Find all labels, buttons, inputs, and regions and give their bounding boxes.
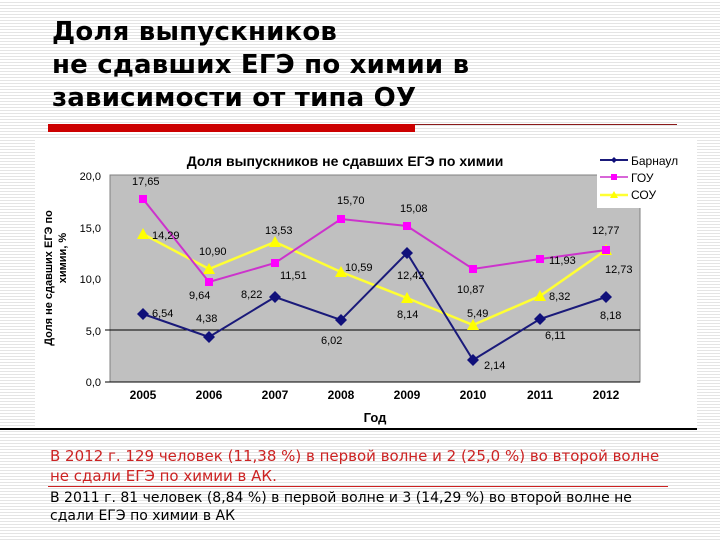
legend-item-gou: ГОУ	[600, 171, 654, 185]
data-label: 8,32	[549, 291, 570, 303]
series-barnaul	[137, 247, 612, 366]
data-label: 5,49	[467, 308, 488, 320]
diamond-marker	[335, 314, 347, 326]
data-label: 8,22	[241, 289, 262, 301]
data-label: 12,77	[592, 225, 620, 237]
data-label: 12,73	[605, 264, 633, 276]
legend-label: СОУ	[631, 188, 656, 202]
title-underline	[415, 124, 677, 125]
square-marker	[403, 222, 411, 230]
diamond-marker	[401, 247, 413, 259]
data-label: 10,87	[457, 284, 485, 296]
y-axis-label-line-2: химии, %	[57, 233, 69, 284]
diamond-marker	[600, 291, 612, 303]
slide-title-line-3: зависимости от типа ОУ	[52, 83, 417, 113]
diamond-marker	[467, 354, 479, 366]
triangle-marker	[610, 191, 618, 198]
data-label: 15,08	[400, 203, 428, 215]
legend-label: ГОУ	[631, 171, 654, 185]
data-label: 8,18	[600, 310, 621, 322]
y-axis-ticks: 20,0 15,0 10,0 5,0 0,0	[80, 171, 101, 389]
square-marker	[469, 265, 477, 273]
square-marker	[611, 174, 617, 180]
triangle-marker	[401, 292, 413, 303]
triangle-marker	[137, 228, 149, 239]
note-divider	[48, 486, 668, 487]
data-label: 14,29	[152, 230, 180, 242]
x-tick: 2011	[527, 388, 553, 402]
data-label: 8,14	[397, 309, 418, 321]
x-tick: 2009	[394, 388, 421, 402]
triangle-marker	[335, 266, 347, 277]
y-axis-label: Доля не сдавших ЕГЭ по химии, %	[43, 210, 69, 346]
triangle-marker	[534, 290, 546, 301]
legend-item-barnaul: Барнаул	[600, 154, 678, 168]
legend-label: Барнаул	[631, 154, 678, 168]
square-marker	[337, 215, 345, 223]
data-label: 10,90	[199, 246, 227, 258]
data-label: 6,02	[321, 335, 342, 347]
y-tick: 10,0	[80, 274, 101, 286]
data-label: 15,70	[337, 195, 365, 207]
data-label: 6,54	[152, 308, 173, 320]
data-label: 2,14	[484, 360, 505, 372]
diamond-marker	[137, 308, 149, 320]
x-tick: 2006	[196, 388, 223, 402]
slide-title-line-2: не сдавших ЕГЭ по химии в	[52, 50, 470, 80]
plot-area	[109, 174, 641, 383]
legend: Барнаул ГОУ СОУ	[597, 150, 697, 208]
y-axis-label-line-1: Доля не сдавших ЕГЭ по	[43, 210, 55, 346]
data-label: 12,42	[397, 270, 425, 282]
x-tick: 2012	[593, 388, 620, 402]
x-tick: 2007	[262, 388, 289, 402]
y-tick: 15,0	[80, 223, 101, 235]
square-marker	[602, 246, 610, 254]
diamond-marker	[534, 313, 546, 325]
note-2011: В 2011 г. 81 человек (8,84 %) в первой в…	[50, 490, 632, 524]
data-label: 4,38	[196, 313, 217, 325]
data-label: 11,51	[280, 270, 307, 282]
square-marker	[536, 255, 544, 263]
triangle-marker	[203, 263, 215, 274]
y-tick: 5,0	[86, 326, 101, 338]
data-label: 13,53	[265, 225, 293, 237]
y-tick: 20,0	[80, 171, 101, 183]
y-tick: 0,0	[86, 377, 101, 389]
title-accent-bar	[48, 124, 415, 132]
data-label: 11,93	[549, 255, 576, 267]
diamond-marker	[269, 291, 281, 303]
square-marker	[271, 259, 279, 267]
data-label: 9,64	[189, 290, 210, 302]
data-labels: 17,65 9,64 11,51 15,70 15,08 10,87 11,93…	[132, 176, 633, 372]
chart-bottom-border	[0, 428, 697, 430]
data-label: 10,59	[345, 262, 373, 274]
slide-title-line-1: Доля выпускников	[52, 17, 338, 47]
x-tick: 2005	[130, 388, 157, 402]
data-label: 17,65	[132, 176, 160, 188]
note-2012: В 2012 г. 129 человек (11,38 %) в первой…	[50, 447, 660, 485]
slide-title: Доля выпускников не сдавших ЕГЭ по химии…	[52, 16, 469, 115]
square-marker	[205, 278, 213, 286]
diamond-marker	[611, 157, 617, 163]
square-marker	[139, 195, 147, 203]
x-axis-label: Год	[364, 410, 387, 425]
data-label: 6,11	[545, 330, 566, 342]
diamond-marker	[203, 331, 215, 343]
chart-title: Доля выпускников не сдавших ЕГЭ по химии	[187, 153, 504, 169]
triangle-marker	[269, 236, 281, 247]
series-gou	[139, 195, 610, 286]
x-tick: 2010	[460, 388, 487, 402]
triangle-marker	[467, 319, 479, 330]
x-tick: 2008	[328, 388, 355, 402]
x-axis-ticks: 2005 2006 2007 2008 2009 2010 2011 2012	[130, 388, 620, 402]
legend-item-sou: СОУ	[600, 188, 656, 202]
